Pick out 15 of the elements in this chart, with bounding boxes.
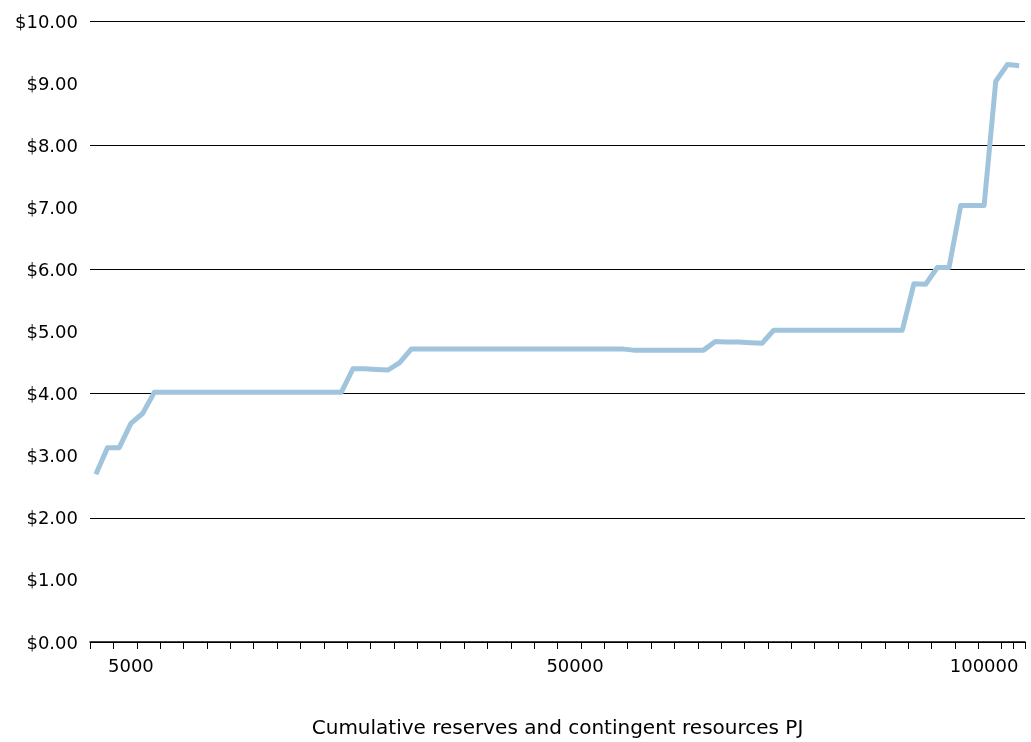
y-tick-label: $6.00 — [26, 258, 78, 280]
x-tick-label: 5000 — [108, 654, 154, 676]
y-tick-label: $3.00 — [26, 445, 78, 467]
y-tick-label: $1.00 — [26, 569, 78, 591]
y-tick-label: $10.00 — [15, 10, 78, 32]
y-tick-label: $4.00 — [26, 383, 78, 405]
y-tick-label: $8.00 — [26, 134, 78, 156]
x-tick-label: 50000 — [546, 654, 604, 676]
y-tick-label: $7.00 — [26, 196, 78, 218]
y-tick-label: $0.00 — [26, 631, 78, 653]
y-tick-label: $9.00 — [26, 72, 78, 94]
x-tick-label: 100000 — [949, 654, 1019, 676]
y-tick-label: $5.00 — [26, 321, 78, 342]
x-axis-title: Cumulative reserves and contingent resources PJ — [311, 715, 804, 739]
y-tick-label: $2.00 — [26, 507, 78, 529]
